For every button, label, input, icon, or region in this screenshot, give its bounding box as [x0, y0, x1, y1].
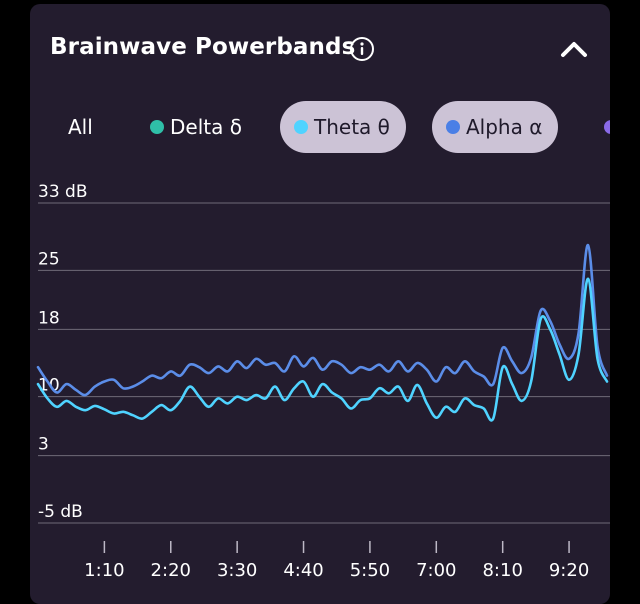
x-tick-label: 8:10	[482, 560, 522, 581]
powerbands-card: Brainwave Powerbands All Delta δ Theta θ…	[30, 4, 610, 604]
filter-delta[interactable]: Delta δ	[150, 101, 242, 153]
x-tick-label: 7:00	[416, 560, 456, 581]
x-tick-label: 1:10	[84, 560, 124, 581]
filter-all[interactable]: All	[68, 101, 93, 153]
x-tick-label: 3:30	[217, 560, 257, 581]
x-tick-label: 9:20	[549, 560, 589, 581]
y-tick-label: 3	[38, 435, 49, 455]
y-tick-label: 25	[38, 249, 60, 269]
y-tick-label: 18	[38, 308, 60, 328]
series-line-alpha	[36, 243, 609, 397]
beta-dot-icon	[604, 120, 610, 134]
y-tick-label: 33 dB	[38, 182, 88, 202]
filter-all-label: All	[68, 115, 93, 139]
card-title: Brainwave Powerbands	[50, 34, 356, 60]
filter-alpha[interactable]: Alpha α	[432, 101, 559, 153]
series-line-theta	[36, 277, 609, 422]
filter-alpha-label: Alpha α	[466, 115, 543, 139]
theta-dot-icon	[294, 120, 308, 134]
x-tick-label: 4:40	[283, 560, 323, 581]
filter-theta[interactable]: Theta θ	[280, 101, 406, 153]
chevron-up-icon[interactable]	[558, 36, 590, 62]
filter-beta[interactable]	[604, 101, 610, 153]
x-tick-label: 2:20	[151, 560, 191, 581]
delta-dot-icon	[150, 120, 164, 134]
info-circle-icon[interactable]	[349, 36, 375, 62]
y-tick-label: -5 dB	[38, 502, 83, 522]
filter-delta-label: Delta δ	[170, 115, 242, 139]
x-tick-label: 5:50	[350, 560, 390, 581]
alpha-dot-icon	[446, 120, 460, 134]
filter-theta-label: Theta θ	[314, 115, 390, 139]
